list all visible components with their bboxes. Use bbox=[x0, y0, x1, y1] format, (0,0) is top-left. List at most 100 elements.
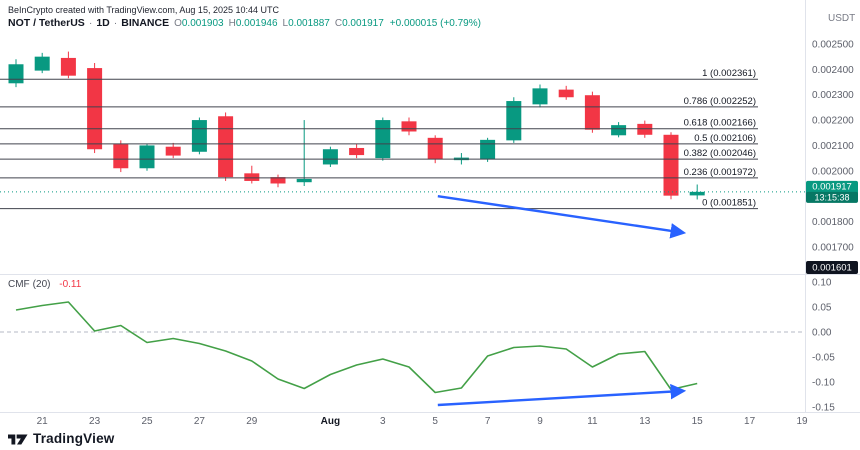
low-value: 0.001887 bbox=[288, 18, 330, 29]
candle-body bbox=[87, 68, 103, 150]
candle-body bbox=[375, 120, 391, 159]
candle-body bbox=[270, 177, 286, 184]
close-label: C bbox=[334, 18, 343, 29]
candle-body bbox=[427, 137, 443, 160]
cmf-name: CMF bbox=[8, 279, 30, 290]
time-tick-label: 9 bbox=[537, 416, 543, 427]
cmf-tick-label: 0.00 bbox=[812, 328, 832, 339]
time-tick-label: 5 bbox=[432, 416, 438, 427]
change-value: +0.000015 (+0.79%) bbox=[389, 18, 481, 29]
price-axis[interactable]: 0.002500 0.002400 0.002300 0.002200 0.002100… bbox=[812, 39, 854, 413]
price-level-value: 0.001601 bbox=[812, 263, 852, 274]
close-value: 0.001917 bbox=[342, 18, 384, 29]
candlestick-series bbox=[8, 51, 705, 200]
candle-body bbox=[401, 121, 417, 132]
time-tick-label: 25 bbox=[141, 416, 153, 427]
candle-body bbox=[480, 139, 496, 160]
price-tick-label: 0.002400 bbox=[812, 65, 854, 76]
candle-body bbox=[663, 134, 679, 196]
candle-body bbox=[558, 89, 574, 98]
fib-label: 0.382 (0.002046) bbox=[684, 148, 756, 159]
price-tick-label: 0.002500 bbox=[812, 39, 854, 50]
fib-retracement[interactable]: 1 (0.002361) 0.786 (0.002252) 0.618 (0.002… bbox=[0, 68, 758, 210]
price-tick-label: 0.002200 bbox=[812, 116, 854, 127]
candle-body bbox=[532, 88, 548, 105]
candle-body bbox=[689, 191, 705, 196]
open-label: O bbox=[174, 18, 182, 29]
fib-label: 1 (0.002361) bbox=[702, 68, 756, 79]
cmf-tick-label: 0.10 bbox=[812, 278, 832, 289]
time-axis[interactable]: 21 23 25 27 29 Aug 3 5 7 9 11 13 15 17 19 bbox=[37, 416, 808, 427]
candle-body bbox=[637, 123, 653, 135]
fib-label: 0.236 (0.001972) bbox=[684, 167, 756, 178]
bar-countdown: 13:15:38 bbox=[814, 192, 849, 202]
time-tick-label: 15 bbox=[692, 416, 704, 427]
price-axis-currency-button[interactable]: USDT bbox=[828, 13, 856, 24]
time-tick-label: 13 bbox=[639, 416, 651, 427]
cmf-line bbox=[15, 301, 698, 394]
time-tick-label: 19 bbox=[796, 416, 808, 427]
time-tick-label: 11 bbox=[587, 416, 598, 427]
candle-body bbox=[611, 125, 627, 136]
fib-label: 0.5 (0.002106) bbox=[694, 133, 756, 144]
price-tick-label: 0.001700 bbox=[812, 242, 854, 253]
candle-body bbox=[191, 120, 207, 152]
ohlc-close: C0.001917 bbox=[335, 18, 384, 29]
candle-body bbox=[584, 95, 600, 130]
time-tick-label: 7 bbox=[485, 416, 491, 427]
ohlc-low: L0.001887 bbox=[283, 18, 330, 29]
candle-body bbox=[349, 147, 365, 156]
candle-body bbox=[165, 146, 181, 156]
candle-body bbox=[8, 64, 24, 84]
fib-label: 0.786 (0.002252) bbox=[684, 96, 756, 107]
price-tick-label: 0.002000 bbox=[812, 166, 854, 177]
cmf-tick-label: 0.05 bbox=[812, 303, 832, 314]
interval-label[interactable]: 1D bbox=[96, 17, 110, 29]
price-tick-label: 0.002300 bbox=[812, 90, 854, 101]
separator-dot: · bbox=[113, 17, 118, 29]
tradingview-logo-text: TradingView bbox=[33, 431, 115, 446]
cmf-tick-label: -0.05 bbox=[812, 353, 835, 364]
price-tick-label: 0.001800 bbox=[812, 217, 854, 228]
candle-body bbox=[113, 144, 129, 169]
last-price-value: 0.001917 bbox=[812, 181, 852, 192]
cmf-params: (20) bbox=[32, 279, 51, 290]
time-tick-label: 27 bbox=[194, 416, 206, 427]
high-value: 0.001946 bbox=[235, 18, 278, 29]
time-tick-label: 21 bbox=[37, 416, 49, 427]
time-tick-label: 23 bbox=[89, 416, 101, 427]
high-label: H bbox=[228, 18, 236, 29]
time-tick-label: Aug bbox=[321, 416, 340, 427]
price-trend-arrow[interactable] bbox=[437, 194, 687, 239]
ohlc-high: H0.001946 bbox=[229, 18, 278, 29]
candle-body bbox=[139, 145, 155, 169]
exchange-label: BINANCE bbox=[121, 17, 170, 29]
cmf-pane[interactable] bbox=[0, 301, 805, 394]
ohlc-open: O0.001903 bbox=[174, 18, 224, 29]
separator-dot: · bbox=[88, 17, 93, 29]
symbol-info-row: NOT / TetherUS · 1D · BINANCE O0.001903 … bbox=[8, 17, 481, 29]
attribution-text: BeInCrypto created with TradingView.com,… bbox=[8, 5, 279, 15]
price-level-badge: 0.001601 bbox=[806, 261, 858, 274]
cmf-trend-arrow[interactable] bbox=[437, 383, 687, 407]
candle-body bbox=[34, 56, 50, 71]
time-tick-label: 17 bbox=[744, 416, 756, 427]
open-value: 0.001903 bbox=[181, 18, 224, 29]
cmf-tick-label: -0.15 bbox=[812, 403, 835, 414]
low-label: L bbox=[282, 18, 289, 29]
candle-body bbox=[296, 178, 312, 183]
price-tick-label: 0.002100 bbox=[812, 141, 854, 152]
candle-body bbox=[322, 149, 338, 165]
cmf-last-value: -0.11 bbox=[59, 279, 82, 290]
symbol-name[interactable]: NOT / TetherUS bbox=[8, 17, 85, 29]
tradingview-logo[interactable]: TradingView bbox=[8, 431, 114, 446]
time-tick-label: 3 bbox=[380, 416, 386, 427]
cmf-indicator-title[interactable]: CMF (20) -0.11 bbox=[8, 279, 81, 290]
cmf-tick-label: -0.10 bbox=[812, 378, 835, 389]
candle-body bbox=[244, 173, 260, 181]
candle-body bbox=[218, 116, 234, 178]
candle-body bbox=[506, 101, 522, 141]
